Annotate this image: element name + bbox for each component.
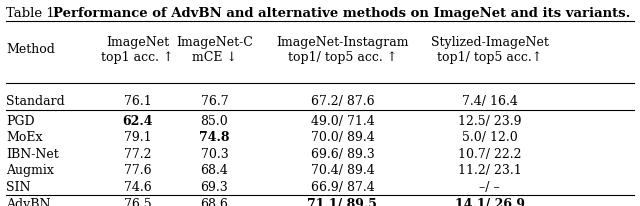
Text: 77.6: 77.6 <box>124 164 152 176</box>
Text: 7.4/ 16.4: 7.4/ 16.4 <box>461 95 518 107</box>
Text: 70.4/ 89.4: 70.4/ 89.4 <box>310 164 374 176</box>
Text: 76.1: 76.1 <box>124 95 152 107</box>
Text: 76.7: 76.7 <box>200 95 228 107</box>
Text: Table 1:: Table 1: <box>6 7 64 20</box>
Text: Standard: Standard <box>6 95 65 107</box>
Text: ImageNet-C
mCE ↓: ImageNet-C mCE ↓ <box>176 35 253 63</box>
Text: SIN: SIN <box>6 180 31 193</box>
Text: 85.0: 85.0 <box>200 114 228 127</box>
Text: Stylized-ImageNet
top1/ top5 acc.↑: Stylized-ImageNet top1/ top5 acc.↑ <box>431 35 548 63</box>
Text: 74.8: 74.8 <box>199 131 230 143</box>
Text: 68.6: 68.6 <box>200 198 228 206</box>
Text: 77.2: 77.2 <box>124 147 151 160</box>
Text: 10.7/ 22.2: 10.7/ 22.2 <box>458 147 522 160</box>
Text: 70.3: 70.3 <box>200 147 228 160</box>
Text: –/ –: –/ – <box>479 180 500 193</box>
Text: 12.5/ 23.9: 12.5/ 23.9 <box>458 114 522 127</box>
Text: Augmix: Augmix <box>6 164 54 176</box>
Text: 69.3: 69.3 <box>200 180 228 193</box>
Text: ImageNet-Instagram
top1/ top5 acc. ↑: ImageNet-Instagram top1/ top5 acc. ↑ <box>276 35 409 63</box>
Text: 67.2/ 87.6: 67.2/ 87.6 <box>310 95 374 107</box>
Text: 69.6/ 89.3: 69.6/ 89.3 <box>310 147 374 160</box>
Text: PGD: PGD <box>6 114 35 127</box>
Text: 14.1/ 26.9: 14.1/ 26.9 <box>454 198 525 206</box>
Text: 76.5: 76.5 <box>124 198 152 206</box>
Text: 62.4: 62.4 <box>122 114 153 127</box>
Text: 49.0/ 71.4: 49.0/ 71.4 <box>310 114 374 127</box>
Text: AdvBN: AdvBN <box>6 198 51 206</box>
Text: IBN-Net: IBN-Net <box>6 147 59 160</box>
Text: Method: Method <box>6 43 55 56</box>
Text: 71.1/ 89.5: 71.1/ 89.5 <box>307 198 378 206</box>
Text: 74.6: 74.6 <box>124 180 152 193</box>
Text: 70.0/ 89.4: 70.0/ 89.4 <box>310 131 374 143</box>
Text: 68.4: 68.4 <box>200 164 228 176</box>
Text: MoEx: MoEx <box>6 131 43 143</box>
Text: 11.2/ 23.1: 11.2/ 23.1 <box>458 164 522 176</box>
Text: ImageNet
top1 acc. ↑: ImageNet top1 acc. ↑ <box>101 35 174 63</box>
Text: 66.9/ 87.4: 66.9/ 87.4 <box>310 180 374 193</box>
Text: 79.1: 79.1 <box>124 131 152 143</box>
Text: Performance of AdvBN and alternative methods on ImageNet and its variants.: Performance of AdvBN and alternative met… <box>53 7 630 20</box>
Text: 5.0/ 12.0: 5.0/ 12.0 <box>461 131 518 143</box>
